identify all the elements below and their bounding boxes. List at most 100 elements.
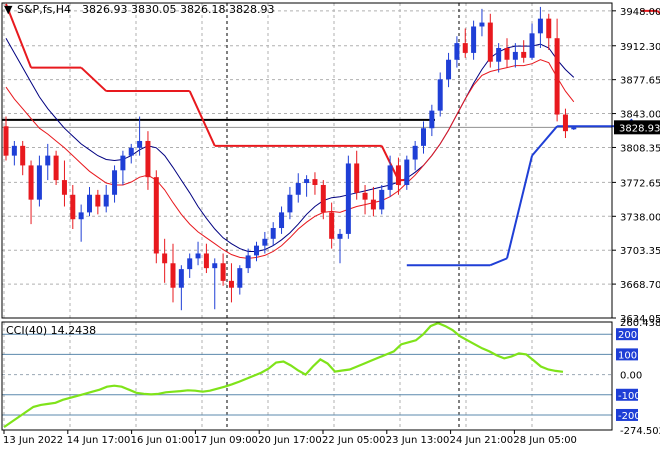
bear-candle-body bbox=[354, 163, 360, 193]
price-axis-tick-label: 3808.35 bbox=[620, 143, 660, 154]
slow-moving-average-line bbox=[5, 37, 575, 252]
bull-candle-body bbox=[245, 255, 251, 269]
bull-candle-body bbox=[571, 127, 577, 130]
time-axis-tick-label: 24 Jun 21:00 bbox=[450, 435, 514, 446]
time-axis-tick-label: 23 Jun 13:00 bbox=[386, 435, 450, 446]
price-axis-tick-label: 3877.65 bbox=[620, 76, 660, 87]
bear-candle-body bbox=[546, 18, 552, 39]
price-axis-tick-label: 3912.30 bbox=[620, 42, 660, 53]
bull-candle-body bbox=[237, 268, 243, 288]
bull-candle-body bbox=[187, 258, 193, 270]
price-axis-tick-label: 3772.65 bbox=[620, 178, 660, 189]
bear-candle-body bbox=[370, 199, 376, 210]
blue-stop-segment bbox=[506, 155, 534, 259]
bull-candle-body bbox=[195, 253, 201, 259]
bull-candle-body bbox=[387, 165, 393, 190]
cci-layer bbox=[2, 321, 612, 429]
bull-candle-body bbox=[471, 26, 477, 53]
bear-candle-body bbox=[162, 253, 168, 264]
bull-candle-body bbox=[112, 170, 118, 195]
bear-candle-body bbox=[170, 263, 176, 288]
blue-stop-segment bbox=[531, 125, 558, 157]
time-axis-tick-label: 20 Jun 17:00 bbox=[258, 435, 322, 446]
bear-candle-body bbox=[228, 280, 234, 288]
cci-level-label: 200 bbox=[618, 330, 637, 341]
bull-candle-body bbox=[496, 48, 502, 62]
bull-candle-body bbox=[212, 263, 218, 269]
red-stop-segment bbox=[188, 90, 216, 147]
bull-candle-body bbox=[262, 238, 268, 246]
price-axis-tick-label: 3703.35 bbox=[620, 246, 660, 257]
cci-level-badge bbox=[616, 408, 638, 421]
cci-indicator-label: CCI(40) 14.2438 bbox=[6, 324, 96, 337]
bear-candle-body bbox=[28, 165, 34, 200]
bull-candle-body bbox=[412, 145, 418, 160]
bear-candle-body bbox=[320, 184, 326, 213]
bear-candle-body bbox=[220, 263, 226, 281]
bull-candle-body bbox=[279, 212, 285, 229]
bear-candle-body bbox=[554, 38, 560, 115]
bear-candle-body bbox=[153, 177, 159, 254]
bull-candle-body bbox=[345, 163, 351, 234]
ohlc-readout: 3826.93 3830.05 3826.18 3828.93 bbox=[82, 3, 274, 16]
bull-candle-body bbox=[78, 212, 84, 220]
bull-candle-body bbox=[11, 145, 17, 156]
bull-candle-body bbox=[437, 79, 443, 111]
cci-axis-tick-label: 260.4386 bbox=[620, 318, 660, 329]
blue-stop-segment bbox=[489, 257, 508, 267]
bear-candle-body bbox=[95, 194, 101, 207]
time-axis-tick-label: 28 Jun 05:00 bbox=[513, 435, 577, 446]
cci-pane-frame bbox=[1, 321, 613, 431]
bull-candle-body bbox=[137, 140, 143, 148]
red-stop-segment bbox=[5, 3, 32, 68]
red-stop-segment bbox=[656, 10, 660, 15]
red-stop-segment bbox=[80, 66, 107, 92]
bull-candle-body bbox=[304, 179, 310, 184]
bull-candle-body bbox=[270, 228, 276, 239]
current-price-badge bbox=[614, 120, 660, 135]
bull-candle-body bbox=[45, 155, 51, 166]
bull-candle-body bbox=[512, 51, 518, 60]
bull-candle-body bbox=[178, 269, 184, 288]
bull-candle-body bbox=[446, 59, 452, 80]
time-axis-tick-label: 22 Jun 05:00 bbox=[322, 435, 386, 446]
bear-candle-body bbox=[53, 155, 59, 181]
bear-candle-body bbox=[312, 179, 318, 185]
price-axis-tick-label: 3843.00 bbox=[620, 110, 660, 121]
bear-candle-body bbox=[504, 48, 510, 60]
bear-candle-body bbox=[329, 212, 335, 239]
axis-layer: 3948.00 3912.30 3877.65 3843.00 3808.35 3772.… bbox=[3, 7, 660, 446]
bear-candle-body bbox=[395, 165, 401, 185]
bear-candle-body bbox=[487, 22, 493, 62]
bull-candle-body bbox=[254, 245, 259, 256]
bull-candle-body bbox=[454, 43, 460, 60]
bear-candle-body bbox=[462, 43, 468, 53]
cci-axis-tick-label: -274.5024 bbox=[620, 426, 660, 437]
bear-candle-body bbox=[521, 51, 527, 58]
bull-candle-body bbox=[295, 183, 301, 195]
price-axis-tick-label: 3738.00 bbox=[620, 212, 660, 223]
cci-level-label: -200 bbox=[618, 411, 641, 422]
bull-candle-body bbox=[379, 189, 385, 210]
bull-candle-body bbox=[287, 194, 293, 213]
bull-candle-body bbox=[537, 18, 543, 34]
time-axis-tick-label: 16 Jun 01:00 bbox=[131, 435, 195, 446]
bull-candle-body bbox=[120, 155, 126, 171]
current-price-label: 3828.93 bbox=[619, 123, 660, 134]
price-pane-frame bbox=[1, 2, 613, 319]
price-layer bbox=[2, 3, 660, 311]
collapse-arrow-icon[interactable]: ▼ bbox=[4, 3, 13, 16]
time-axis-tick-label: 17 Jun 09:00 bbox=[194, 435, 258, 446]
cci-level-badge bbox=[616, 348, 638, 361]
frame-layer bbox=[1, 2, 613, 431]
bear-candle-body bbox=[362, 192, 368, 200]
time-axis-tick-label: 13 Jun 2022 bbox=[3, 435, 63, 446]
cci-level-label: 100 bbox=[618, 350, 637, 361]
bear-candle-body bbox=[203, 253, 209, 269]
bear-candle-body bbox=[3, 126, 9, 156]
cci-line bbox=[3, 321, 564, 429]
bear-candle-body bbox=[145, 140, 151, 178]
grid-layer bbox=[2, 3, 612, 430]
cci-axis-tick-label: 0.00 bbox=[620, 371, 642, 382]
